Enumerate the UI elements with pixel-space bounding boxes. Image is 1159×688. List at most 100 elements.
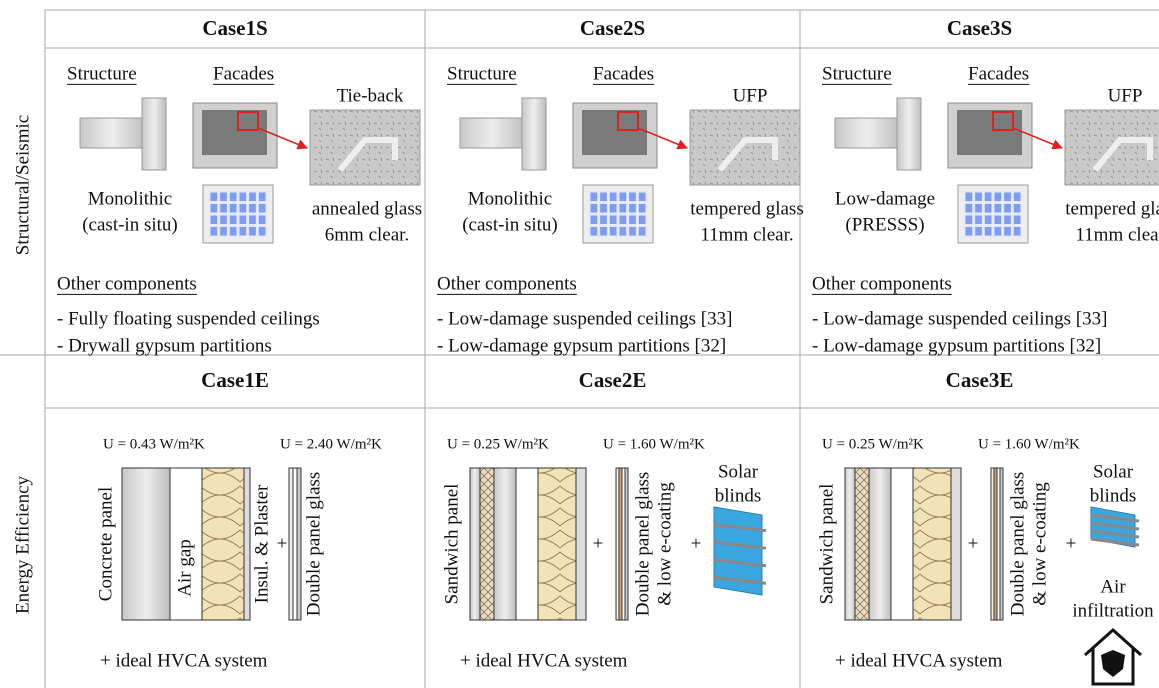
highlight-box bbox=[237, 111, 259, 131]
glass-label: Double panel glass bbox=[303, 472, 324, 617]
connection-label: UFP bbox=[1108, 85, 1143, 106]
facades-label: Facades bbox=[213, 63, 274, 84]
window-pane bbox=[1012, 226, 1022, 237]
window-pane bbox=[599, 226, 608, 237]
window-pane bbox=[618, 191, 628, 202]
window-pane bbox=[637, 191, 647, 202]
window-pane bbox=[238, 203, 248, 214]
row-label: Structural/Seismic bbox=[12, 115, 33, 255]
window-pane bbox=[618, 203, 628, 214]
window-pane bbox=[628, 226, 637, 237]
wall-layer bbox=[575, 467, 587, 621]
wall-label: Air gap bbox=[174, 539, 195, 597]
connection-bracket bbox=[337, 137, 398, 172]
window-pane bbox=[1003, 203, 1012, 214]
structure-column bbox=[521, 97, 547, 171]
glass-label: & low e-coating bbox=[654, 482, 675, 606]
shield-icon bbox=[1101, 650, 1125, 677]
other-item: - Fully floating suspended ceilings bbox=[57, 308, 320, 329]
window-pane bbox=[637, 203, 647, 214]
case-title: Case3E bbox=[946, 368, 1014, 392]
window-pane bbox=[608, 191, 618, 202]
window-pane bbox=[589, 226, 599, 237]
wall-layer bbox=[515, 467, 539, 621]
case-title: Case1E bbox=[201, 368, 269, 392]
window-pane bbox=[964, 203, 974, 214]
window-pane bbox=[964, 214, 974, 225]
structure-column bbox=[896, 97, 922, 171]
glass-type: 11mm clear. bbox=[1075, 224, 1159, 245]
wall-layer bbox=[844, 467, 856, 621]
blinds-label: Solar bbox=[1093, 461, 1134, 482]
window-pane bbox=[257, 191, 267, 202]
window-pane bbox=[248, 226, 257, 237]
window-pane bbox=[1003, 214, 1012, 225]
window-pane bbox=[209, 214, 219, 225]
connection-bracket bbox=[1092, 137, 1153, 172]
highlight-box bbox=[992, 111, 1014, 131]
window-pane bbox=[219, 203, 228, 214]
window-pane bbox=[618, 214, 628, 225]
wall-layer bbox=[288, 467, 294, 621]
glass-label: Double panel glass bbox=[1007, 472, 1028, 617]
window-pane bbox=[228, 214, 238, 225]
window-pane bbox=[974, 203, 983, 214]
blinds-label: blinds bbox=[715, 485, 761, 506]
structure-column bbox=[141, 97, 167, 171]
case-title: Case1S bbox=[202, 16, 267, 40]
facades-label: Facades bbox=[593, 63, 654, 84]
wall-u: U = 0.43 W/m²K bbox=[103, 436, 205, 452]
window-pane bbox=[1003, 191, 1012, 202]
wall-layer bbox=[868, 467, 892, 621]
house-icon bbox=[1084, 627, 1142, 686]
other-title: Other components bbox=[437, 273, 577, 294]
window-pane bbox=[618, 226, 628, 237]
plus-sign: + bbox=[277, 533, 288, 554]
structure-type: Monolithic bbox=[88, 188, 172, 209]
window-pane bbox=[238, 226, 248, 237]
glass-label: Double panel glass bbox=[632, 472, 653, 617]
connection-label: UFP bbox=[733, 85, 768, 106]
infiltration-label: Air bbox=[1100, 576, 1126, 597]
structure-type: Monolithic bbox=[468, 188, 552, 209]
plus-sign: + bbox=[593, 533, 604, 554]
blind-slat bbox=[713, 575, 767, 585]
window-pane bbox=[589, 214, 599, 225]
wall-layer bbox=[999, 467, 1004, 621]
window-pane bbox=[637, 226, 647, 237]
blinds-label: Solar bbox=[718, 461, 759, 482]
window-pane bbox=[589, 191, 599, 202]
window-pane bbox=[628, 191, 637, 202]
other-item: - Low-damage gypsum partitions [32] bbox=[812, 335, 1101, 356]
detail-arrow bbox=[257, 127, 308, 150]
structure-beam bbox=[834, 117, 901, 149]
other-title: Other components bbox=[57, 273, 197, 294]
facade-inner bbox=[957, 110, 1022, 155]
glass-type: 6mm clear. bbox=[325, 224, 409, 245]
hvac-label: + ideal HVCA system bbox=[100, 650, 268, 671]
hvac-label: + ideal HVCA system bbox=[835, 650, 1003, 671]
case-title: Case2S bbox=[580, 16, 645, 40]
wall-label: Sandwich panel bbox=[816, 484, 837, 605]
glass-type: 11mm clear. bbox=[700, 224, 793, 245]
window-pane bbox=[248, 191, 257, 202]
window-pane bbox=[1012, 203, 1022, 214]
connection-label: Tie-back bbox=[337, 85, 404, 106]
other-item: - Low-damage suspended ceilings [33] bbox=[812, 308, 1107, 329]
plus-sign: + bbox=[1066, 533, 1077, 554]
structure-type: Low-damage bbox=[835, 188, 935, 209]
other-item: - Low-damage suspended ceilings [33] bbox=[437, 308, 732, 329]
window-pane bbox=[599, 214, 608, 225]
window-pane bbox=[228, 191, 238, 202]
window-pane bbox=[974, 226, 983, 237]
window-pane bbox=[248, 214, 257, 225]
window-pane bbox=[257, 203, 267, 214]
structure-label: Structure bbox=[67, 63, 137, 84]
blind-slat bbox=[1090, 537, 1140, 547]
window-pane bbox=[608, 203, 618, 214]
window-pane bbox=[983, 214, 993, 225]
glass-label: & low e-coating bbox=[1029, 482, 1050, 606]
window-pane bbox=[608, 214, 618, 225]
glass-type: annealed glass bbox=[312, 198, 422, 219]
